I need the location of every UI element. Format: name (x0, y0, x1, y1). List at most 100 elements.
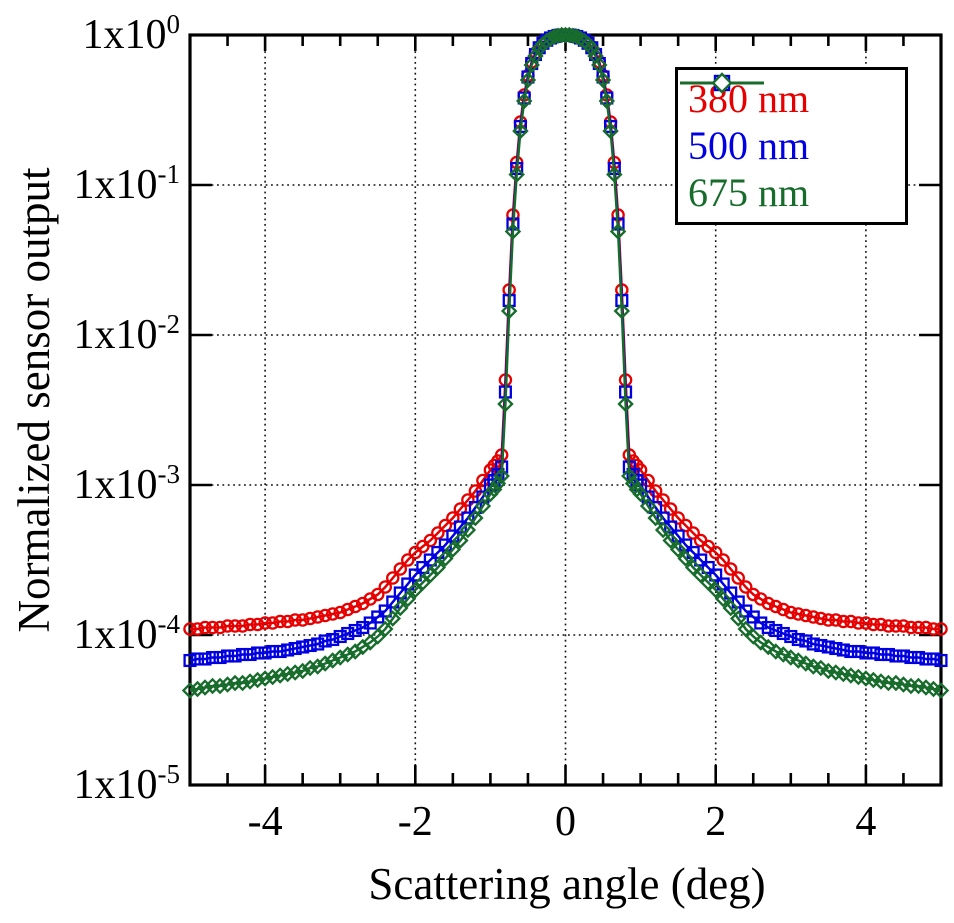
data-marker (198, 620, 212, 635)
data-marker (624, 475, 642, 492)
data-marker (814, 638, 828, 653)
data-marker (407, 581, 424, 599)
data-marker (196, 679, 214, 696)
data-marker (708, 545, 723, 560)
y-tick-mantissa: 1x10 (73, 612, 158, 658)
axis-ticks (190, 35, 941, 785)
data-marker (904, 650, 918, 665)
data-marker (889, 619, 903, 633)
data-marker (776, 602, 791, 617)
data-marker (647, 509, 664, 527)
data-marker (422, 566, 439, 584)
data-marker (437, 550, 454, 567)
data-marker (714, 590, 732, 608)
data-marker (663, 502, 678, 516)
data-marker (280, 614, 295, 629)
data-marker (258, 616, 272, 630)
data-marker (934, 622, 948, 636)
data-marker (564, 27, 582, 44)
data-marker (504, 223, 522, 240)
x-tick-label: -2 (397, 799, 433, 845)
data-marker (844, 614, 858, 629)
data-marker (799, 634, 813, 648)
series-675-nm (181, 26, 950, 699)
data-marker (896, 649, 910, 663)
data-marker (814, 611, 828, 626)
data-marker (515, 92, 533, 110)
data-marker (776, 626, 790, 641)
data-marker (341, 626, 355, 641)
y-tick-exponent: 0 (166, 9, 181, 40)
y-tick-label: 1x10-5 (74, 759, 181, 809)
data-marker (288, 613, 302, 627)
data-marker (760, 638, 777, 656)
data-marker (738, 580, 753, 594)
data-marker (656, 493, 670, 507)
data-marker (318, 608, 332, 623)
y-tick-label: 1x10-2 (74, 309, 181, 359)
y-tick-exponent: -5 (157, 759, 181, 790)
data-marker (806, 610, 821, 624)
data-marker (431, 526, 445, 540)
data-marker (303, 611, 317, 626)
data-marker (392, 599, 409, 617)
data-marker (301, 659, 319, 677)
y-tick-label: 1x10-4 (73, 609, 181, 659)
data-marker (331, 649, 349, 666)
data-marker (378, 604, 392, 618)
data-marker (198, 652, 212, 666)
data-marker (812, 659, 830, 677)
data-marker (243, 617, 257, 632)
y-tick-label: 1x10-1 (74, 159, 181, 209)
data-marker (836, 614, 851, 629)
x-tick-label: 4 (855, 799, 877, 845)
x-axis-title: Scattering angle (deg) (368, 859, 766, 909)
data-marker (236, 647, 250, 662)
data-marker (459, 521, 477, 539)
data-marker (213, 620, 227, 635)
data-marker (423, 533, 438, 548)
data-marker (311, 637, 325, 651)
data-marker (761, 596, 776, 611)
data-marker (256, 670, 274, 687)
data-marker (716, 553, 730, 567)
data-marker (446, 511, 460, 525)
data-marker (401, 553, 415, 567)
data-marker (609, 223, 627, 240)
data-marker (467, 509, 484, 527)
y-tick-mantissa: 1x10 (73, 462, 158, 508)
data-marker (271, 667, 289, 684)
data-marker (829, 641, 843, 656)
data-marker (769, 599, 783, 614)
data-marker (767, 643, 785, 660)
data-marker (294, 662, 311, 680)
data-marker (737, 620, 754, 638)
data-marker (190, 622, 205, 636)
data-marker (613, 302, 631, 320)
data-marker (784, 605, 798, 620)
data-marker (919, 620, 933, 635)
data-marker (694, 553, 708, 567)
legend-entry-675-nm: 675 nm (680, 72, 905, 213)
data-marker (769, 623, 783, 638)
data-marker (453, 502, 468, 516)
data-marker (273, 614, 287, 629)
data-marker (423, 553, 437, 567)
legend-label: 500 nm (688, 123, 810, 168)
data-marker (438, 518, 453, 533)
data-marker (874, 617, 888, 632)
data-marker (296, 640, 310, 654)
data-marker (251, 646, 265, 660)
data-marker (784, 629, 798, 644)
data-marker (654, 521, 672, 539)
data-marker (821, 613, 836, 627)
data-marker (926, 652, 941, 666)
data-marker (686, 526, 700, 540)
legend-entry-500-nm: 500 nm (680, 74, 905, 168)
data-marker (731, 571, 745, 585)
data-marker (881, 647, 895, 662)
data-marker (606, 166, 623, 183)
data-marker (310, 610, 325, 624)
data-marker (806, 637, 820, 651)
